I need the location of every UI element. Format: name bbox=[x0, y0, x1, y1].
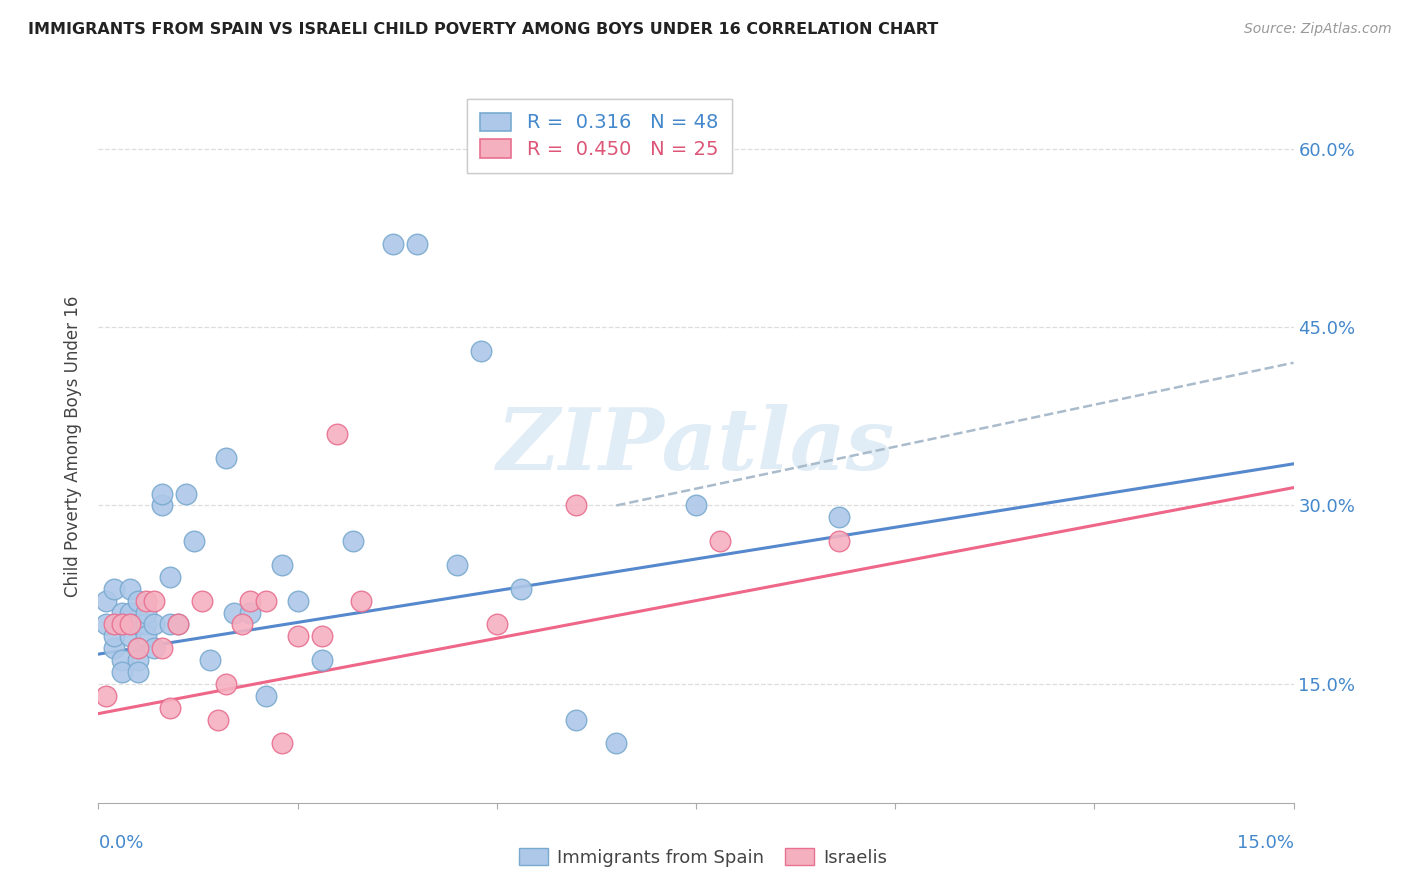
Point bbox=[159, 570, 181, 584]
Point bbox=[287, 629, 309, 643]
Point bbox=[111, 606, 134, 620]
Point bbox=[254, 593, 277, 607]
Point bbox=[828, 510, 851, 524]
Point bbox=[828, 534, 851, 549]
Point bbox=[565, 713, 588, 727]
Point bbox=[183, 534, 205, 549]
Point bbox=[605, 736, 627, 750]
Point bbox=[127, 641, 149, 656]
Point bbox=[326, 427, 349, 442]
Point bbox=[120, 617, 142, 632]
Point bbox=[127, 617, 149, 632]
Point bbox=[174, 486, 197, 500]
Point bbox=[342, 534, 364, 549]
Point bbox=[239, 606, 262, 620]
Text: 15.0%: 15.0% bbox=[1236, 834, 1294, 852]
Point bbox=[215, 677, 238, 691]
Y-axis label: Child Poverty Among Boys Under 16: Child Poverty Among Boys Under 16 bbox=[65, 295, 83, 597]
Point bbox=[167, 617, 190, 632]
Point bbox=[215, 450, 238, 465]
Point bbox=[207, 713, 229, 727]
Point bbox=[111, 653, 134, 667]
Point bbox=[96, 689, 118, 703]
Point bbox=[485, 617, 508, 632]
Point bbox=[254, 689, 277, 703]
Point bbox=[135, 606, 157, 620]
Text: 0.0%: 0.0% bbox=[98, 834, 143, 852]
Point bbox=[231, 617, 253, 632]
Point bbox=[111, 617, 134, 632]
Point bbox=[120, 617, 142, 632]
Point bbox=[127, 653, 149, 667]
Point bbox=[96, 617, 118, 632]
Point bbox=[143, 593, 166, 607]
Point bbox=[709, 534, 731, 549]
Point bbox=[111, 617, 134, 632]
Point bbox=[103, 629, 125, 643]
Point bbox=[222, 606, 245, 620]
Point bbox=[270, 558, 292, 572]
Point bbox=[127, 665, 149, 679]
Point bbox=[150, 641, 173, 656]
Point bbox=[270, 736, 292, 750]
Point bbox=[350, 593, 373, 607]
Point bbox=[103, 582, 125, 596]
Point bbox=[127, 641, 149, 656]
Point bbox=[143, 641, 166, 656]
Point bbox=[135, 593, 157, 607]
Point bbox=[120, 629, 142, 643]
Point bbox=[103, 617, 125, 632]
Point bbox=[509, 582, 531, 596]
Point bbox=[446, 558, 468, 572]
Point bbox=[198, 653, 221, 667]
Legend: Immigrants from Spain, Israelis: Immigrants from Spain, Israelis bbox=[512, 841, 894, 874]
Point bbox=[685, 499, 707, 513]
Point bbox=[120, 606, 142, 620]
Point bbox=[127, 593, 149, 607]
Point bbox=[470, 343, 492, 358]
Point bbox=[287, 593, 309, 607]
Point bbox=[150, 499, 173, 513]
Point bbox=[311, 629, 333, 643]
Point bbox=[159, 700, 181, 714]
Point bbox=[143, 617, 166, 632]
Point bbox=[311, 653, 333, 667]
Point bbox=[135, 629, 157, 643]
Point bbox=[167, 617, 190, 632]
Text: IMMIGRANTS FROM SPAIN VS ISRAELI CHILD POVERTY AMONG BOYS UNDER 16 CORRELATION C: IMMIGRANTS FROM SPAIN VS ISRAELI CHILD P… bbox=[28, 22, 938, 37]
Point bbox=[96, 593, 118, 607]
Point bbox=[120, 582, 142, 596]
Point bbox=[406, 236, 429, 251]
Text: Source: ZipAtlas.com: Source: ZipAtlas.com bbox=[1244, 22, 1392, 37]
Point bbox=[111, 665, 134, 679]
Point bbox=[159, 617, 181, 632]
Point bbox=[103, 641, 125, 656]
Point bbox=[150, 486, 173, 500]
Point bbox=[191, 593, 214, 607]
Point bbox=[135, 617, 157, 632]
Point bbox=[382, 236, 405, 251]
Point bbox=[239, 593, 262, 607]
Legend: R =  0.316   N = 48, R =  0.450   N = 25: R = 0.316 N = 48, R = 0.450 N = 25 bbox=[467, 99, 733, 173]
Text: ZIPatlas: ZIPatlas bbox=[496, 404, 896, 488]
Point bbox=[565, 499, 588, 513]
